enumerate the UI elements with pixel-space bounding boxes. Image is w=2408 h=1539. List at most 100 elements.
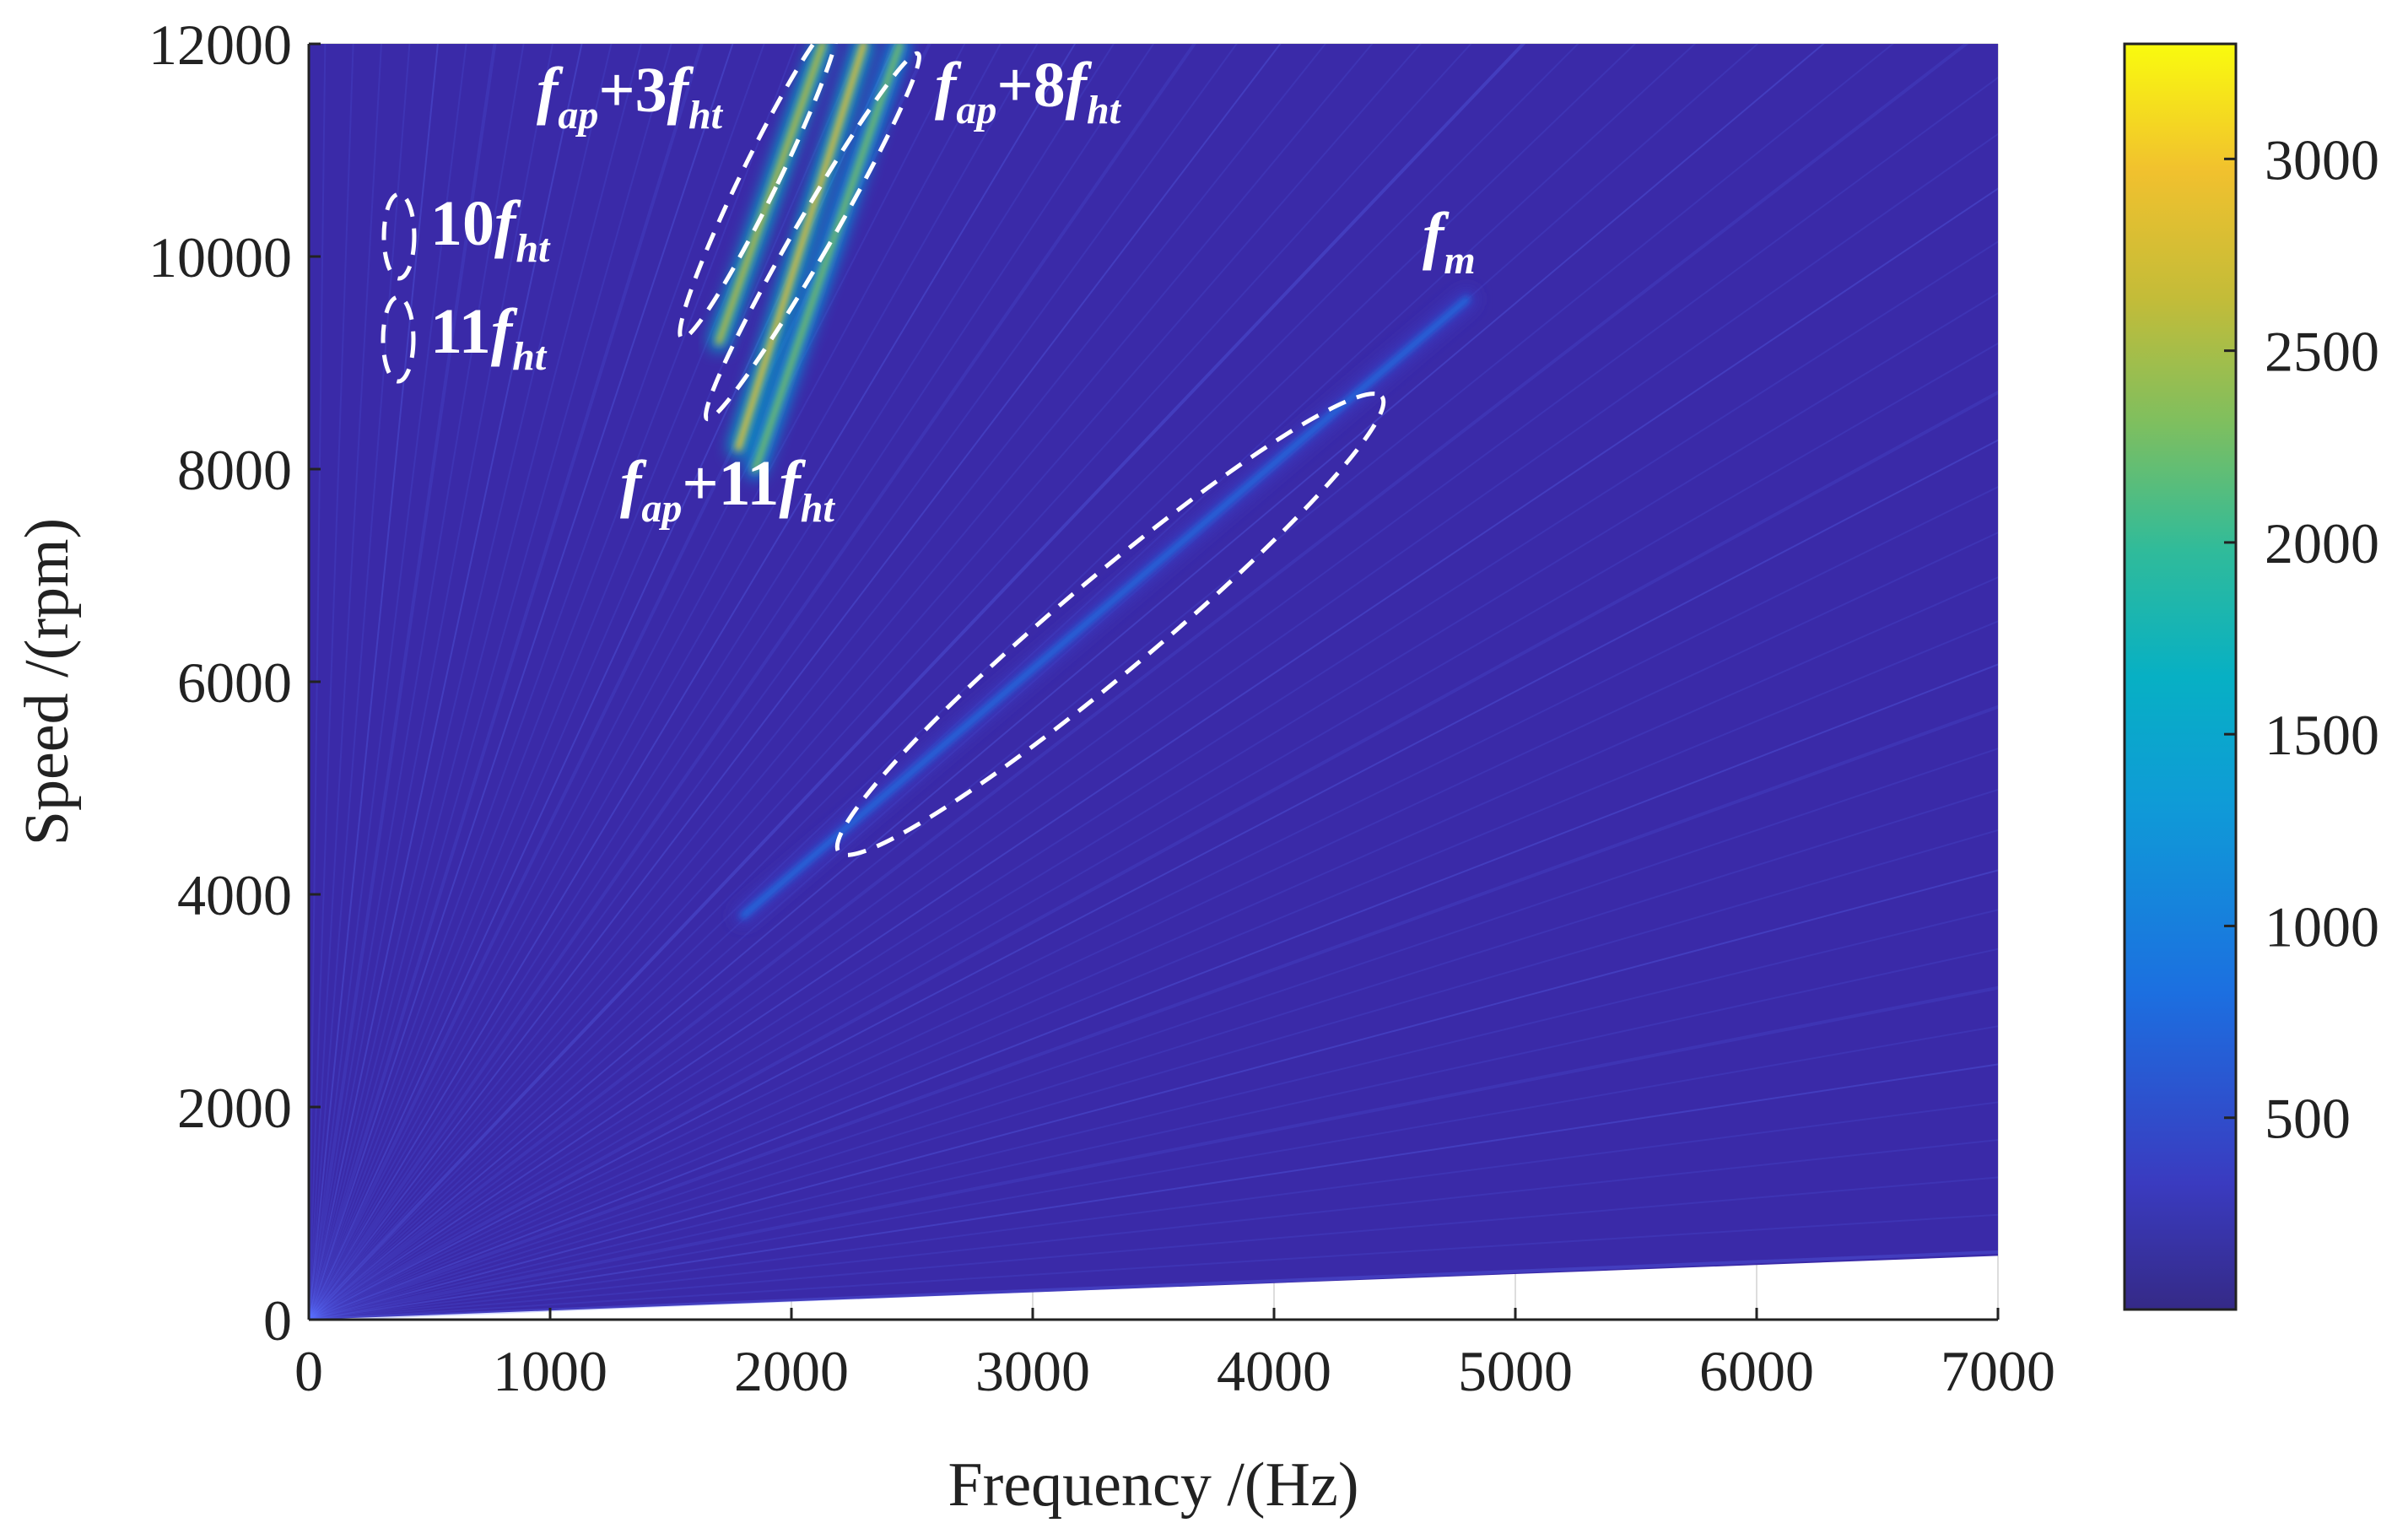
ellipse-fm (834, 392, 1386, 857)
fan-line (309, 44, 1526, 1320)
fan-line (309, 1101, 1998, 1320)
fan-line (309, 240, 1998, 1320)
fan-line (309, 44, 863, 1320)
y-tick-label: 10000 (148, 225, 292, 289)
fan-line (309, 532, 1998, 1320)
fan-line (309, 44, 1155, 1320)
ridge-f-ap-11f-ht (729, 44, 873, 457)
fan-line (309, 576, 1998, 1320)
colorbar-ticks: 500 1000 1500 2000 2500 3000 (2224, 127, 2379, 1151)
colorbar-tick-label: 1500 (2265, 703, 2379, 767)
ellipse-10fht (381, 192, 417, 281)
x-tick-label: 5000 (1458, 1339, 1573, 1403)
colorbar-tick-label: 500 (2265, 1087, 2351, 1151)
fan-line (309, 44, 525, 1320)
label-fap3: fap+3fht (537, 55, 724, 138)
x-axis-title: Frequency /(Hz) (948, 1450, 1359, 1520)
fan-line (309, 44, 1579, 1320)
fan-line (309, 44, 704, 1320)
y-tick-label: 2000 (177, 1076, 292, 1140)
x-tick-label: 3000 (975, 1339, 1090, 1403)
fan-line (309, 44, 1002, 1320)
colorbar-tick-label: 1000 (2265, 894, 2379, 958)
colorbar-gradient (2123, 42, 2238, 1311)
fan-line (309, 44, 382, 1320)
fan-line (309, 44, 1637, 1320)
fan-line (309, 44, 354, 1320)
fan-line (309, 44, 1895, 1320)
fan-line (309, 869, 1998, 1320)
x-tick-label: 6000 (1699, 1339, 1814, 1403)
colorbar: 500 1000 1500 2000 2500 3000 (2123, 42, 2379, 1311)
fan-line (309, 44, 896, 1320)
fan-line (309, 44, 553, 1320)
y-tick-label: 4000 (177, 863, 292, 927)
fan-line (309, 909, 1998, 1320)
fan-line (309, 44, 1282, 1320)
y-axis-title: Speed /(rpm) (13, 518, 82, 845)
fan-line (309, 44, 1327, 1320)
colorbar-tick-label: 2000 (2265, 511, 2379, 575)
harmonic-fan-lines (309, 44, 1998, 1320)
fan-line (309, 1063, 1998, 1320)
fan-line (309, 44, 439, 1320)
fan-line (309, 620, 1998, 1320)
fan-line (309, 390, 1998, 1320)
fan-line (309, 1250, 1998, 1320)
fan-line (309, 44, 1374, 1320)
fan-line (309, 44, 966, 1320)
fan-line (309, 1025, 1998, 1320)
y-tick-label: 6000 (177, 651, 292, 715)
fan-line (309, 44, 497, 1320)
y-tick-label: 12000 (148, 13, 292, 77)
fan-line (309, 44, 1825, 1320)
fan-line (309, 44, 734, 1320)
fan-line (309, 829, 1998, 1320)
heatmap-ridges (388, 44, 1477, 926)
ridge-core (735, 44, 867, 451)
ridge-f-ap-8f-ht (746, 44, 910, 478)
x-tick-label: 4000 (1217, 1339, 1331, 1403)
fan-line (309, 44, 642, 1320)
label-10fht: 10fht (430, 188, 551, 271)
annotation-labels: 10fht 11fht fap+3fht fap+8fht fap+11fht … (430, 50, 1476, 531)
fan-line (309, 485, 1998, 1320)
fan-line (309, 748, 1998, 1320)
fan-line (309, 44, 583, 1320)
ridge-core (752, 44, 904, 472)
fan-line (309, 132, 1998, 1320)
fan-line (309, 44, 1238, 1320)
y-tick-label: 0 (263, 1288, 292, 1353)
label-fap11: fap+11fht (620, 448, 835, 531)
x-tick-label: 1000 (493, 1339, 607, 1403)
fan-line (309, 44, 1115, 1320)
fan-line (309, 342, 1998, 1320)
fan-line (309, 44, 797, 1320)
y-axis-ticks: 0 2000 4000 6000 8000 10000 12000 (148, 13, 321, 1353)
fan-line (309, 948, 1998, 1320)
fan-line (309, 292, 1998, 1320)
fan-line (309, 705, 1998, 1320)
fan-line (309, 44, 672, 1320)
y-tick-label: 8000 (177, 438, 292, 502)
fan-line (309, 187, 1998, 1320)
colorbar-tick-label: 2500 (2265, 320, 2379, 384)
fan-line (309, 986, 1998, 1320)
ellipse-fap11 (704, 51, 921, 422)
fan-line (309, 44, 1422, 1320)
x-tick-label: 7000 (1941, 1339, 2055, 1403)
fan-line (309, 44, 931, 1320)
fan-line (309, 44, 1472, 1320)
fan-line (309, 1138, 1998, 1320)
fan-line (309, 44, 327, 1320)
fan-line (309, 663, 1998, 1320)
fan-line (309, 1213, 1998, 1320)
fan-line (309, 44, 613, 1320)
fan-line (309, 788, 1998, 1320)
fan-line (309, 76, 1998, 1320)
fan-line (309, 44, 467, 1320)
fan-line (309, 1176, 1998, 1320)
label-fap8: fap+8fht (935, 50, 1122, 132)
ellipse-11fht (381, 294, 416, 384)
